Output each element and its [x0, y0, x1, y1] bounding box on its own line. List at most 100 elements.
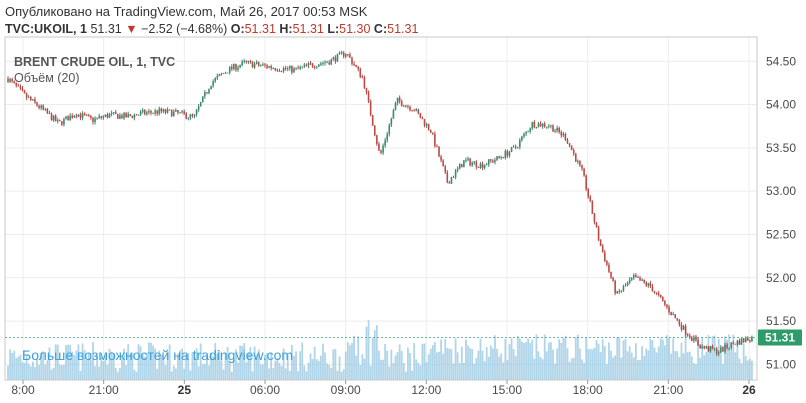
volume-bar — [353, 335, 355, 380]
volume-bar — [286, 354, 289, 380]
volume-bar — [326, 363, 329, 380]
volume-bar — [135, 371, 138, 380]
candle-body — [172, 111, 175, 117]
candle-body — [152, 112, 154, 114]
candle-body — [266, 65, 268, 68]
volume-bar — [409, 352, 411, 380]
candle-body — [359, 68, 362, 77]
watermark-link[interactable]: Больше возможностей на tradingview.com — [22, 347, 293, 363]
volume-bar — [276, 358, 279, 380]
candle-body — [419, 113, 422, 119]
candle-body — [299, 66, 301, 69]
candle-body — [570, 145, 573, 151]
candle-body — [691, 337, 693, 341]
candle-body — [556, 127, 558, 131]
volume-bar — [465, 339, 467, 380]
candle-body — [738, 340, 741, 345]
candle-body — [633, 275, 635, 278]
candle-body — [102, 116, 105, 118]
volume-bar — [199, 343, 202, 380]
volume-bar — [116, 371, 119, 380]
volume-bar — [605, 363, 608, 380]
candle-body — [305, 64, 308, 66]
volume-bar — [106, 364, 109, 380]
candle-body — [610, 271, 612, 278]
candle-body — [523, 133, 525, 137]
volume-bar — [634, 343, 637, 380]
candle-body — [531, 121, 534, 129]
candle-body — [749, 340, 751, 342]
volume-bar — [591, 349, 594, 380]
volume-bar — [527, 338, 530, 380]
volume-bar — [746, 360, 749, 380]
volume-bar — [87, 353, 90, 380]
candle-body — [104, 114, 107, 117]
candle-body — [44, 108, 47, 110]
candle-body — [535, 127, 538, 129]
volume-bar — [639, 359, 641, 380]
candle-body — [728, 347, 730, 349]
candle-body — [208, 89, 210, 94]
volume-bar — [139, 346, 142, 380]
volume-bar — [608, 342, 610, 380]
candle-body — [421, 118, 424, 120]
volume-bar — [500, 353, 503, 380]
candle-body — [318, 64, 320, 67]
open-label: O: — [230, 22, 245, 36]
candle-body — [500, 157, 502, 159]
candle-body — [657, 292, 660, 295]
volume-bar — [197, 366, 200, 380]
symbol-label[interactable]: TVC:UKOIL, 1 — [5, 22, 87, 36]
volume-bar — [94, 366, 96, 380]
volume-bar — [235, 349, 237, 380]
candle-body — [92, 117, 94, 123]
volume-bar — [709, 347, 712, 380]
volume-bar — [740, 363, 743, 380]
volume-bar — [448, 348, 451, 380]
volume-bar — [150, 342, 152, 380]
candle-body — [597, 227, 600, 240]
volume-bar — [450, 349, 453, 380]
candle-body — [558, 127, 561, 133]
volume-bar — [11, 352, 14, 380]
volume-bar — [645, 348, 648, 380]
volume-bar — [485, 347, 488, 380]
volume-bar — [375, 325, 378, 380]
candle-body — [668, 306, 670, 313]
candle-body — [353, 63, 355, 66]
candle-body — [48, 113, 51, 114]
volume-bar — [651, 340, 654, 380]
candle-body — [156, 110, 158, 114]
candle-body — [212, 81, 214, 86]
volume-bar — [539, 356, 542, 380]
candle-body — [539, 123, 542, 127]
time-axis: 8:00 21:00 25 06:00 09:00 12:00 15:00 18:00 21:0… — [11, 380, 756, 397]
candle-body — [160, 108, 163, 112]
candle-body — [245, 60, 248, 62]
candle-body — [394, 102, 397, 111]
volume-bar — [543, 334, 546, 380]
volume-bar — [657, 346, 660, 380]
candle-body — [380, 150, 382, 153]
volume-bar — [469, 348, 472, 380]
volume-bar — [237, 362, 239, 380]
volume-bar — [748, 358, 751, 380]
candle-body — [622, 286, 625, 291]
volume-bar — [502, 362, 505, 380]
volume-bar — [141, 354, 144, 380]
candle-body — [554, 130, 556, 132]
volume-bar — [384, 343, 387, 380]
candle-body — [270, 66, 272, 69]
volume-bar — [322, 343, 324, 380]
candle-body — [326, 62, 328, 64]
volume-bar — [193, 356, 196, 380]
candle-body — [235, 64, 237, 70]
volume-bar — [23, 363, 26, 380]
candle-body — [722, 347, 724, 352]
volume-bar — [336, 370, 339, 380]
candle-body — [272, 68, 275, 69]
volume-bar — [104, 355, 107, 380]
volume-bar — [699, 357, 702, 380]
volume-bar — [110, 351, 113, 380]
